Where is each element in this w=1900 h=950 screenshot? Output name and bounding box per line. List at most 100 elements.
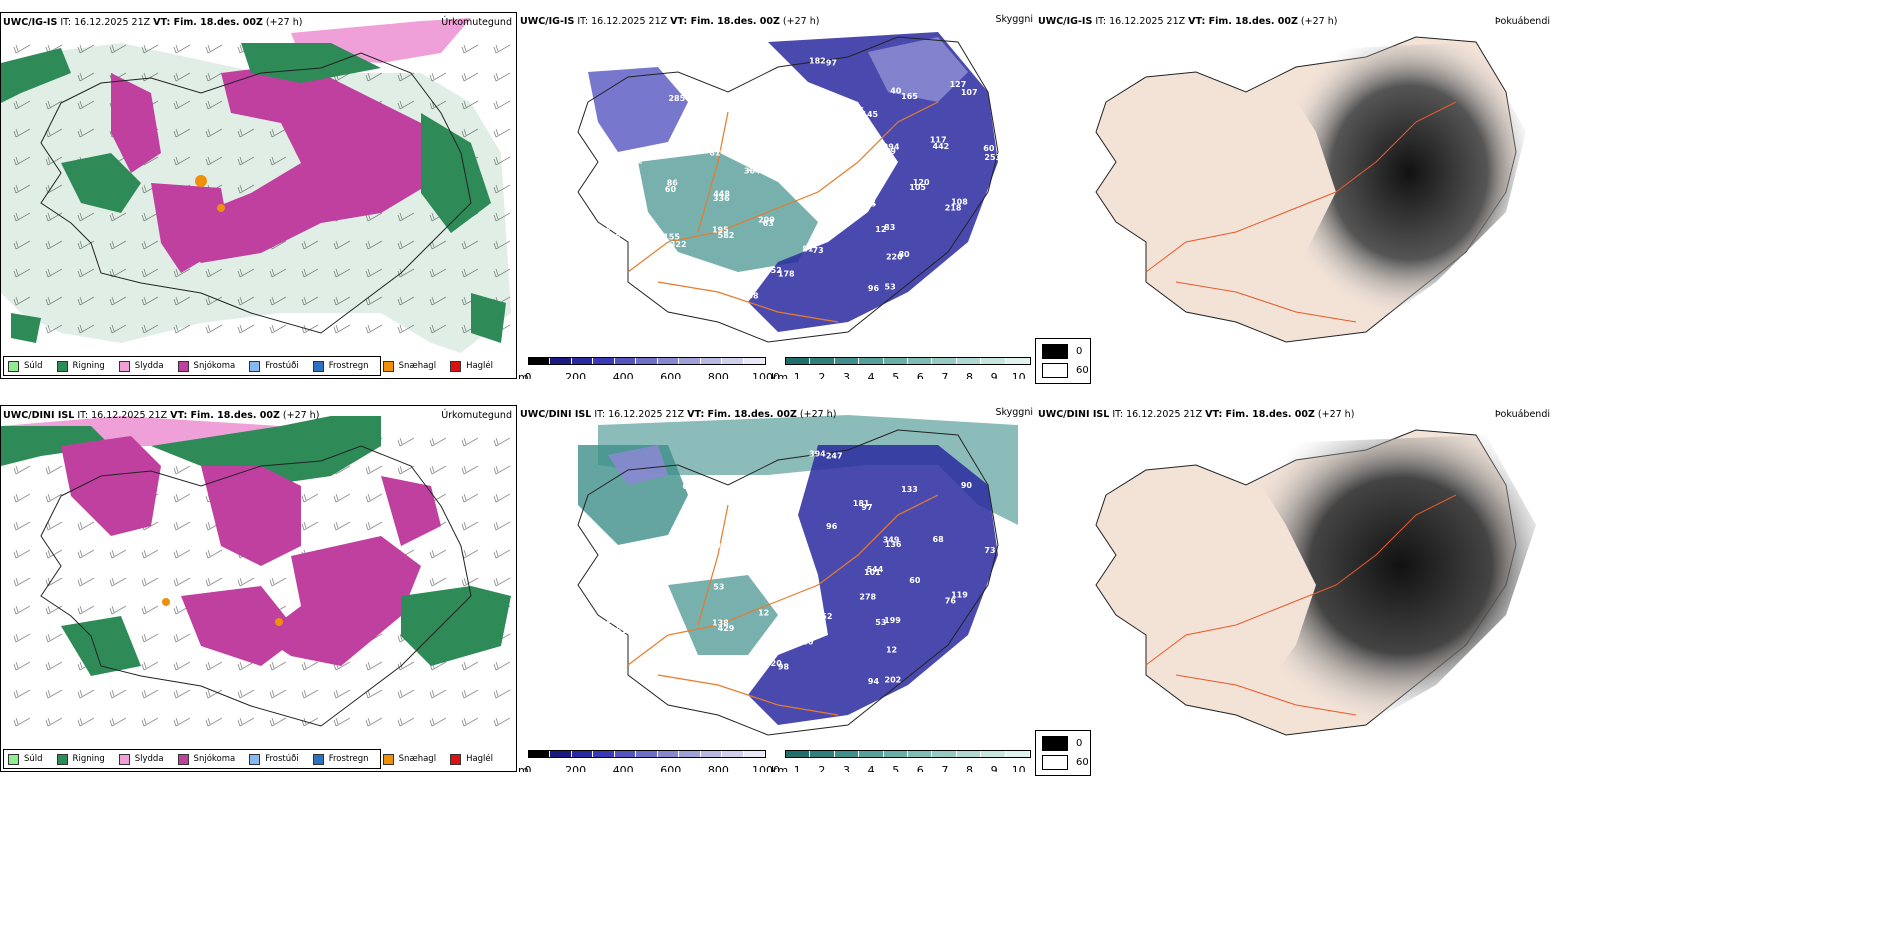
colorbar-segment bbox=[722, 358, 744, 364]
legend-label: Snjókoma bbox=[193, 361, 236, 371]
wind-barb bbox=[13, 521, 31, 531]
wind-barb bbox=[45, 296, 63, 306]
wind-barb bbox=[109, 605, 127, 615]
snow-depth-label: 242 bbox=[787, 84, 804, 93]
colorbar-tick-label: 1 bbox=[793, 371, 801, 379]
colorbar-segment bbox=[956, 358, 982, 364]
wind-barb bbox=[45, 633, 63, 643]
wind-barb bbox=[205, 156, 223, 166]
wind-barb bbox=[13, 296, 31, 306]
wind-barb bbox=[429, 465, 447, 475]
colorbar-segment bbox=[550, 358, 572, 364]
wind-barb bbox=[77, 212, 95, 222]
wind-barb bbox=[205, 296, 223, 306]
wind-barb bbox=[269, 324, 287, 334]
wind-barb bbox=[45, 521, 63, 531]
fog-legend: 0 60 bbox=[1035, 730, 1091, 776]
snow-depth-label: 294 bbox=[883, 143, 900, 152]
wind-barb bbox=[365, 521, 383, 531]
wind-barb bbox=[397, 212, 415, 222]
precip-type-map bbox=[1, 416, 511, 727]
fog-map bbox=[1095, 429, 1536, 736]
wind-barb bbox=[461, 100, 479, 110]
wind-barb bbox=[493, 72, 511, 82]
colorbar-tick-label: 6 bbox=[916, 371, 924, 379]
panel-title: UWC/IG-IS IT: 16.12.2025 21Z VT: Fim. 18… bbox=[3, 17, 303, 28]
legend-swatch bbox=[56, 753, 68, 765]
coastline bbox=[577, 429, 999, 736]
snow-depth-label: 40 bbox=[890, 87, 902, 96]
wind-barb bbox=[493, 268, 511, 278]
colorbar-segment bbox=[883, 358, 909, 364]
wind-barb bbox=[109, 44, 127, 54]
legend-swatch bbox=[118, 753, 130, 765]
wind-barb bbox=[365, 465, 383, 475]
snow-depth-label: 199 bbox=[884, 616, 901, 625]
wind-barb bbox=[141, 212, 159, 222]
colorbar-tick-label: 400 bbox=[612, 371, 634, 379]
wind-barb bbox=[301, 493, 319, 503]
wind-barb bbox=[493, 100, 511, 110]
wind-barb bbox=[493, 156, 511, 166]
colorbar-segment bbox=[657, 358, 680, 364]
wind-barb bbox=[365, 661, 383, 671]
visibility-shading bbox=[578, 415, 1018, 725]
snow-depth-label: 238 bbox=[621, 558, 638, 567]
colorbar-segment bbox=[529, 358, 551, 364]
coastline bbox=[40, 445, 472, 727]
wind-barb bbox=[461, 268, 479, 278]
snow-depth-label: 145 bbox=[861, 110, 878, 119]
snow-depth-label: 84 bbox=[821, 219, 833, 228]
wind-barb bbox=[13, 465, 31, 475]
colorbar-segment bbox=[908, 358, 933, 364]
legend-item: Rigning bbox=[56, 753, 105, 765]
roads bbox=[627, 101, 939, 323]
wind-barb bbox=[141, 549, 159, 559]
colorbar-segment bbox=[571, 358, 594, 364]
wind-barb bbox=[141, 72, 159, 82]
snow-depth-label: 49 bbox=[774, 83, 786, 92]
colorbar-segment bbox=[614, 751, 637, 757]
legend-item: Frostúði bbox=[249, 360, 299, 372]
wind-barb bbox=[205, 689, 223, 699]
wind-barb bbox=[13, 44, 31, 54]
colorbar-segment bbox=[956, 751, 982, 757]
snow-depth-label: 62 bbox=[682, 482, 693, 491]
wind-barb bbox=[109, 296, 127, 306]
legend-label: Slydda bbox=[134, 754, 164, 764]
colorbar-tick-label: 800 bbox=[707, 764, 729, 772]
wind-barb bbox=[429, 549, 447, 559]
colorbar-tick-label: 1000 bbox=[752, 764, 780, 772]
snow-depth-label: 202 bbox=[885, 675, 902, 684]
panel-title: UWC/DINI ISL IT: 16.12.2025 21Z VT: Fim.… bbox=[3, 410, 320, 421]
snow-depth-label: 79 bbox=[663, 626, 675, 635]
colorbar-tick-label: 0 bbox=[524, 764, 532, 772]
legend-swatch bbox=[382, 753, 394, 765]
wind-barb bbox=[77, 717, 95, 727]
wind-barb bbox=[173, 661, 191, 671]
wind-barb bbox=[77, 128, 95, 138]
wind-barb bbox=[461, 128, 479, 138]
wind-barb bbox=[301, 661, 319, 671]
wind-barb bbox=[45, 689, 63, 699]
legend-item: Frostúði bbox=[249, 753, 299, 765]
wind-barb bbox=[45, 605, 63, 615]
wind-barb bbox=[205, 128, 223, 138]
colorbar-segment bbox=[700, 358, 723, 364]
snow-depth-label: 46 bbox=[726, 679, 738, 688]
wind-barb bbox=[269, 661, 287, 671]
wind-barb bbox=[429, 437, 447, 447]
snow-depth-label: 87 bbox=[610, 233, 621, 242]
wind-barb bbox=[77, 549, 95, 559]
wind-barb bbox=[205, 268, 223, 278]
snow-depth-label: 124 bbox=[716, 538, 733, 547]
snow-depth-label: 83 bbox=[884, 223, 895, 232]
snow-depth-label: 181 bbox=[853, 499, 870, 508]
legend-swatch bbox=[249, 360, 261, 372]
wind-barb bbox=[205, 100, 223, 110]
wind-barb bbox=[237, 268, 255, 278]
wind-barb bbox=[13, 549, 31, 559]
snow-depth-label: 120 bbox=[913, 178, 930, 187]
snow-depth-label: 58 bbox=[768, 505, 780, 514]
wind-barb bbox=[397, 437, 415, 447]
